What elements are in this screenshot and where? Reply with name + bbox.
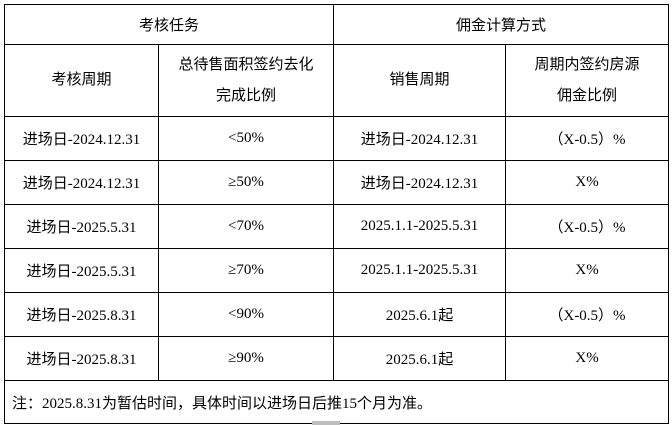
note-row: 注：2025.8.31为暂估时间，具体时间以进场日后推15个月为准。	[3, 380, 670, 424]
cell-commission-rate: X%	[505, 160, 670, 205]
table-footnote: 注：2025.8.31为暂估时间，具体时间以进场日后推15个月为准。	[3, 380, 670, 424]
cell-completion-ratio: <90%	[157, 292, 335, 337]
cell-sales-period: 2025.1.1-2025.5.31	[333, 204, 507, 249]
cell-sales-period: 2025.1.1-2025.5.31	[333, 248, 507, 293]
table-row: 进场日-2025.8.31 <90% 2025.6.1起 （X-0.5）%	[4, 292, 670, 337]
cell-sales-period: 进场日-2024.12.31	[333, 116, 507, 161]
group-header-assessment-task: 考核任务	[3, 4, 335, 45]
col-header-commission-rate: 周期内签约房源 佣金比例	[505, 44, 670, 117]
cell-assessment-period: 进场日-2024.12.31	[4, 160, 159, 205]
cell-commission-rate: （X-0.5）%	[505, 204, 670, 249]
col-header-assessment-period: 考核周期	[4, 44, 159, 117]
cell-completion-ratio: <70%	[157, 204, 335, 249]
table-row: 进场日-2025.5.31 <70% 2025.1.1-2025.5.31 （X…	[4, 204, 670, 249]
scrollbar-fragment	[312, 421, 340, 425]
col-header-completion-ratio: 总待售面积签约去化 完成比例	[157, 44, 335, 117]
column-header-row: 考核周期 总待售面积签约去化 完成比例 销售周期 周期内签约房源 佣金比例	[4, 44, 670, 117]
cell-assessment-period: 进场日-2025.5.31	[4, 204, 159, 249]
cell-completion-ratio: ≥70%	[157, 248, 335, 293]
cell-sales-period: 2025.6.1起	[333, 292, 507, 337]
cell-completion-ratio: ≥50%	[157, 160, 335, 205]
col-header-sales-period: 销售周期	[333, 44, 507, 117]
cell-assessment-period: 进场日-2025.5.31	[4, 248, 159, 293]
group-header-row: 考核任务 佣金计算方式	[3, 4, 670, 45]
cell-commission-rate: X%	[505, 336, 670, 381]
table-row: 进场日-2024.12.31 ≥50% 进场日-2024.12.31 X%	[4, 160, 670, 205]
cell-completion-ratio: <50%	[157, 116, 335, 161]
group-header-commission-method: 佣金计算方式	[333, 4, 670, 45]
cell-commission-rate: （X-0.5）%	[505, 292, 670, 337]
table-row: 进场日-2025.8.31 ≥90% 2025.6.1起 X%	[4, 336, 670, 381]
cell-commission-rate: （X-0.5）%	[505, 116, 670, 161]
cell-assessment-period: 进场日-2025.8.31	[4, 292, 159, 337]
cell-sales-period: 进场日-2024.12.31	[333, 160, 507, 205]
cell-assessment-period: 进场日-2025.8.31	[4, 336, 159, 381]
commission-assessment-table: 考核任务 佣金计算方式 考核周期 总待售面积签约去化 完成比例 销售周期 周期内…	[3, 4, 670, 424]
cell-assessment-period: 进场日-2024.12.31	[4, 116, 159, 161]
cell-sales-period: 2025.6.1起	[333, 336, 507, 381]
table-row: 进场日-2024.12.31 <50% 进场日-2024.12.31 （X-0.…	[4, 116, 670, 161]
cell-completion-ratio: ≥90%	[157, 336, 335, 381]
table-row: 进场日-2025.5.31 ≥70% 2025.1.1-2025.5.31 X%	[4, 248, 670, 293]
cell-commission-rate: X%	[505, 248, 670, 293]
